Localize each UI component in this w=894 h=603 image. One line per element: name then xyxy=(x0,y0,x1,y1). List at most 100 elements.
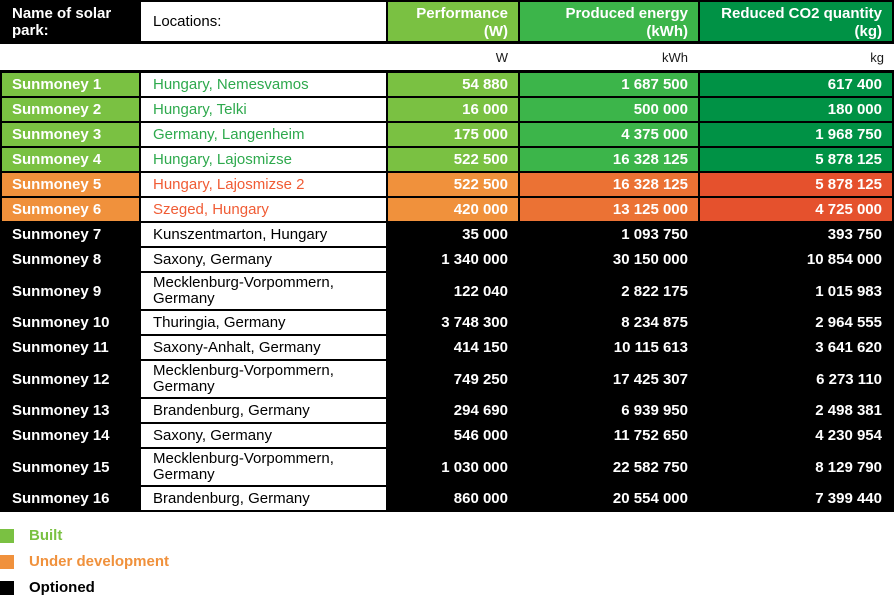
table-row: Sunmoney 8 Saxony, Germany 1 340 000 30 150… xyxy=(0,248,894,273)
location-cell: Germany, Langenheim xyxy=(141,123,388,146)
performance-cell: 1 340 000 xyxy=(388,248,520,271)
unit-label-kwh: kWh xyxy=(662,49,688,65)
energy-cell: 22 582 750 xyxy=(520,449,700,485)
park-name-cell: Sunmoney 15 xyxy=(0,449,141,485)
co2-cell: 5 878 125 xyxy=(700,173,894,196)
energy-cell: 2 822 175 xyxy=(520,273,700,309)
location-cell: Thuringia, Germany xyxy=(141,311,388,334)
table-row: Sunmoney 6 Szeged, Hungary 420 000 13 125 0… xyxy=(0,198,894,223)
location-cell: Saxony, Germany xyxy=(141,248,388,271)
location-cell: Hungary, Telki xyxy=(141,98,388,121)
performance-cell: 860 000 xyxy=(388,487,520,510)
energy-cell: 30 150 000 xyxy=(520,248,700,271)
table-row: Sunmoney 9 Mecklenburg-Vorpommern, German… xyxy=(0,273,894,311)
co2-cell: 4 725 000 xyxy=(700,198,894,221)
location-cell: Szeged, Hungary xyxy=(141,198,388,221)
park-name-cell: Sunmoney 5 xyxy=(0,173,141,196)
table-row: Sunmoney 16 Brandenburg, Germany 860 000 20… xyxy=(0,487,894,512)
table-header-row: Name of solar park: Locations: Performan… xyxy=(0,0,894,44)
energy-cell: 10 115 613 xyxy=(520,336,700,359)
status-legend: Built Under development Optioned xyxy=(0,527,894,596)
unit-label-w: W xyxy=(495,49,508,65)
under-development-color-swatch xyxy=(0,554,14,569)
co2-cell: 2 498 381 xyxy=(700,399,894,422)
performance-cell: 522 500 xyxy=(388,173,520,196)
park-name-cell: Sunmoney 11 xyxy=(0,336,141,359)
park-name-cell: Sunmoney 8 xyxy=(0,248,141,271)
co2-cell: 1 968 750 xyxy=(700,123,894,146)
co2-cell: 617 400 xyxy=(700,73,894,96)
built-color-swatch xyxy=(0,528,14,543)
co2-cell: 10 854 000 xyxy=(700,248,894,271)
performance-cell: 414 150 xyxy=(388,336,520,359)
park-name-cell: Sunmoney 14 xyxy=(0,424,141,447)
location-cell: Saxony-Anhalt, Germany xyxy=(141,336,388,359)
unit-label-kg: kg xyxy=(870,49,884,65)
column-header-name: Name of solar park: xyxy=(0,2,141,41)
performance-cell: 122 040 xyxy=(388,273,520,309)
legend-item-under-development: Under development xyxy=(0,553,894,570)
performance-cell: 420 000 xyxy=(388,198,520,221)
park-name-cell: Sunmoney 12 xyxy=(0,361,141,397)
performance-cell: 749 250 xyxy=(388,361,520,397)
co2-cell: 7 399 440 xyxy=(700,487,894,510)
performance-cell: 175 000 xyxy=(388,123,520,146)
column-header-energy: Produced energy (kWh) xyxy=(520,2,700,41)
performance-cell: 294 690 xyxy=(388,399,520,422)
park-name-cell: Sunmoney 2 xyxy=(0,98,141,121)
location-cell: Saxony, Germany xyxy=(141,424,388,447)
location-cell: Hungary, Nemesvamos xyxy=(141,73,388,96)
performance-cell: 1 030 000 xyxy=(388,449,520,485)
co2-cell: 4 230 954 xyxy=(700,424,894,447)
column-header-co2: Reduced CO2 quantity (kg) xyxy=(700,2,894,41)
column-header-performance: Performance (W) xyxy=(388,2,520,41)
optioned-color-swatch xyxy=(0,580,14,595)
energy-cell: 1 687 500 xyxy=(520,73,700,96)
energy-cell: 1 093 750 xyxy=(520,223,700,246)
energy-cell: 4 375 000 xyxy=(520,123,700,146)
location-cell: Hungary, Lajosmizse xyxy=(141,148,388,171)
park-name-cell: Sunmoney 4 xyxy=(0,148,141,171)
table-row: Sunmoney 13 Brandenburg, Germany 294 690 6 … xyxy=(0,399,894,424)
energy-cell: 17 425 307 xyxy=(520,361,700,397)
location-cell: Hungary, Lajosmizse 2 xyxy=(141,173,388,196)
energy-cell: 8 234 875 xyxy=(520,311,700,334)
table-row: Sunmoney 10 Thuringia, Germany 3 748 300 8 … xyxy=(0,311,894,336)
table-row: Sunmoney 12 Mecklenburg-Vorpommern, Germa… xyxy=(0,361,894,399)
legend-label-optioned: Optioned xyxy=(29,579,95,596)
table-row: Sunmoney 11 Saxony-Anhalt, Germany 414 150… xyxy=(0,336,894,361)
park-name-cell: Sunmoney 10 xyxy=(0,311,141,334)
co2-cell: 180 000 xyxy=(700,98,894,121)
location-cell: Mecklenburg-Vorpommern, Germany xyxy=(141,449,388,485)
co2-cell: 6 273 110 xyxy=(700,361,894,397)
energy-cell: 6 939 950 xyxy=(520,399,700,422)
table-row: Sunmoney 14 Saxony, Germany 546 000 11 752 … xyxy=(0,424,894,449)
park-name-cell: Sunmoney 13 xyxy=(0,399,141,422)
co2-cell: 3 641 620 xyxy=(700,336,894,359)
location-cell: Mecklenburg-Vorpommern, Germany xyxy=(141,361,388,397)
performance-cell: 3 748 300 xyxy=(388,311,520,334)
column-header-co2-label: Reduced CO2 quantity xyxy=(721,5,882,22)
table-row: Sunmoney 2 Hungary, Telki 16 000 500 000 180… xyxy=(0,98,894,123)
table-row: Sunmoney 15 Mecklenburg-Vorpommern, Germa… xyxy=(0,449,894,487)
table-row: Sunmoney 1 Hungary, Nemesvamos 54 880 1 687… xyxy=(0,73,894,98)
performance-cell: 54 880 xyxy=(388,73,520,96)
table-row: Sunmoney 7 Kunszentmarton, Hungary 35 000 1… xyxy=(0,223,894,248)
park-name-cell: Sunmoney 3 xyxy=(0,123,141,146)
co2-cell: 1 015 983 xyxy=(700,273,894,309)
performance-cell: 522 500 xyxy=(388,148,520,171)
column-header-locations: Locations: xyxy=(141,2,388,41)
location-cell: Brandenburg, Germany xyxy=(141,487,388,510)
location-cell: Brandenburg, Germany xyxy=(141,399,388,422)
location-cell: Mecklenburg-Vorpommern, Germany xyxy=(141,273,388,309)
legend-label-built: Built xyxy=(29,527,63,544)
energy-cell: 13 125 000 xyxy=(520,198,700,221)
park-name-cell: Sunmoney 6 xyxy=(0,198,141,221)
co2-cell: 8 129 790 xyxy=(700,449,894,485)
co2-cell: 2 964 555 xyxy=(700,311,894,334)
park-name-cell: Sunmoney 1 xyxy=(0,73,141,96)
table-body: Sunmoney 1 Hungary, Nemesvamos 54 880 1 687… xyxy=(0,70,894,512)
energy-cell: 20 554 000 xyxy=(520,487,700,510)
column-header-performance-unit: (W) xyxy=(483,23,508,40)
